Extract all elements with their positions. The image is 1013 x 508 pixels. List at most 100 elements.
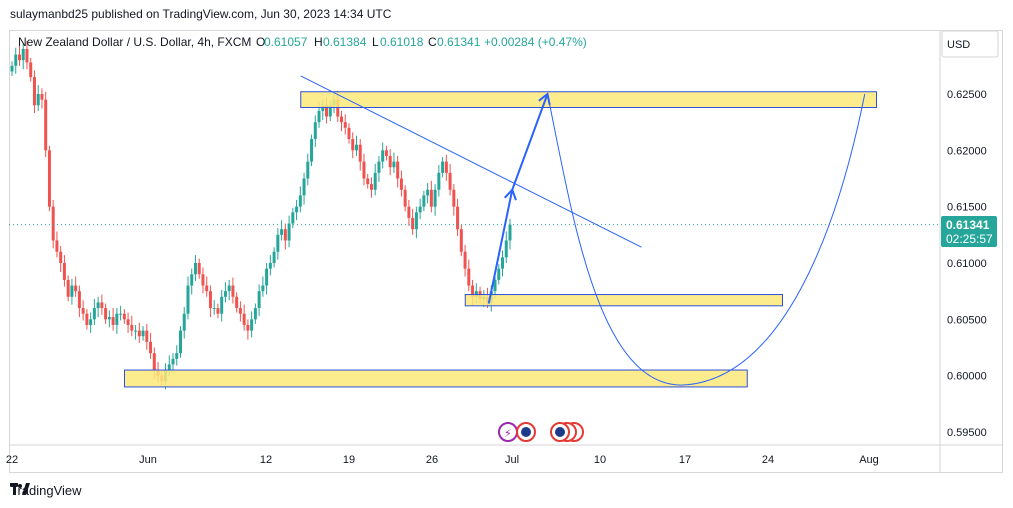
candle-body-87 <box>336 99 340 117</box>
x-tick-label-5: Jul <box>505 454 519 466</box>
drawing-overlays <box>9 75 940 388</box>
candle-body-78 <box>302 178 306 196</box>
close-label: C <box>428 35 437 49</box>
candle-body-12 <box>55 240 59 252</box>
high-label: H <box>314 35 323 49</box>
candle-body-35 <box>141 330 145 337</box>
candle-body-32 <box>130 324 134 331</box>
candle-body-75 <box>291 212 295 224</box>
candle-body-16 <box>70 285 74 297</box>
candle-body-54 <box>212 308 216 310</box>
open-value: 0.61057 <box>264 35 308 49</box>
candle-body-98 <box>377 161 381 173</box>
candle-body-84 <box>325 105 329 117</box>
candle-body-90 <box>347 127 351 140</box>
candle-body-43 <box>171 358 175 365</box>
candle-body-81 <box>313 122 317 140</box>
candle-body-46 <box>182 313 186 331</box>
candle-body-50 <box>197 263 201 275</box>
high-value: 0.61384 <box>323 35 367 49</box>
candle-body-21 <box>89 319 93 325</box>
candle-body-108 <box>414 212 418 230</box>
event-icons[interactable]: ⚡ <box>498 422 584 442</box>
candle-body-47 <box>186 285 190 314</box>
low-label: L <box>372 35 379 49</box>
candle-body-76 <box>295 206 299 213</box>
candle-body-58 <box>227 285 231 292</box>
candle-body-67 <box>261 285 265 292</box>
candle-body-129 <box>493 279 497 292</box>
candle-body-59 <box>231 285 235 297</box>
candle-body-119 <box>456 206 460 230</box>
x-tick-label-1: Jun <box>139 454 157 466</box>
candle-body-133 <box>508 224 512 241</box>
candle-body-101 <box>388 155 392 168</box>
candle-body-14 <box>62 263 66 280</box>
candle-body-20 <box>85 313 89 325</box>
candle-body-49 <box>193 263 197 275</box>
candle-body-19 <box>81 308 85 314</box>
axis-ticks: 0.62500 0.62000 0.61500 0.61000 0.60500 0.600… <box>6 89 987 466</box>
candle-body-51 <box>201 274 205 286</box>
currency-button[interactable]: USD <box>941 30 999 58</box>
candle-body-60 <box>235 296 239 309</box>
x-tick-label-9: Aug <box>859 454 879 466</box>
candle-body-94 <box>362 161 366 179</box>
candle-body-57 <box>223 291 227 297</box>
price-tag-box <box>941 216 997 247</box>
candle-body-15 <box>66 279 70 297</box>
candle-body-117 <box>448 172 452 190</box>
candle-body-120 <box>459 229 463 252</box>
candle-body-10 <box>47 150 51 207</box>
candle-body-111 <box>426 189 430 196</box>
candle-body-2 <box>17 54 21 61</box>
candle-body-114 <box>437 172 441 190</box>
candle-body-7 <box>36 94 40 106</box>
candle-body-34 <box>137 330 141 337</box>
currency-button-box[interactable] <box>941 30 999 58</box>
candle-body-68 <box>265 268 269 286</box>
y-tick-label-0: 0.62500 <box>947 89 987 101</box>
candle-body-89 <box>343 122 347 128</box>
candle-body-37 <box>149 341 153 354</box>
y-tick-label-3: 0.61000 <box>947 258 987 270</box>
price-tag-value: 0.61341 <box>946 218 990 232</box>
candle-body-44 <box>175 353 179 359</box>
candle-body-8 <box>40 94 44 100</box>
tradingview-logo-icon <box>10 483 30 495</box>
x-tick-label-8: 24 <box>762 454 774 466</box>
publisher-line: sulaymanbd25 published on TradingView.co… <box>10 7 392 21</box>
candle-body-130 <box>497 268 501 280</box>
candle-body-28 <box>115 313 119 325</box>
forecast-curve <box>547 93 866 386</box>
candle-body-93 <box>358 144 362 162</box>
y-tick-label-6: 0.59500 <box>947 427 987 439</box>
candle-body-11 <box>51 206 55 241</box>
x-tick-label-2: 12 <box>260 454 272 466</box>
candle-body-96 <box>369 184 373 190</box>
candle-body-104 <box>399 178 403 190</box>
candle-body-122 <box>467 268 471 286</box>
candle-body-13 <box>59 251 63 263</box>
us-flag-center-icon <box>521 427 531 437</box>
candle-body-22 <box>92 308 96 320</box>
candle-body-74 <box>287 223 291 241</box>
candle-body-79 <box>306 161 310 179</box>
candle-body-102 <box>392 161 396 168</box>
candle-body-118 <box>452 189 456 207</box>
candle-body-80 <box>310 139 314 162</box>
candle-body-72 <box>280 229 284 235</box>
candle-body-88 <box>340 116 344 123</box>
candle-body-121 <box>463 251 467 269</box>
candle-body-3 <box>21 48 25 61</box>
candle-body-17 <box>74 285 78 292</box>
x-tick-label-4: 26 <box>426 454 438 466</box>
projection-arrowhead-2 <box>538 92 551 105</box>
candle-body-113 <box>433 189 437 207</box>
candle-body-115 <box>441 161 445 173</box>
candle-body-66 <box>257 291 261 309</box>
candle-body-25 <box>104 308 108 320</box>
low-value: 0.61018 <box>380 35 424 49</box>
candle-body-64 <box>250 319 254 331</box>
